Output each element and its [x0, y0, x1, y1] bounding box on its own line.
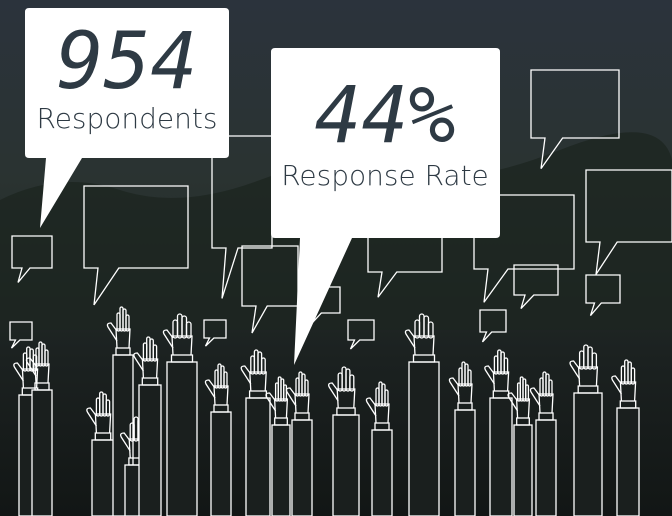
sleeve — [372, 430, 392, 516]
sleeve — [167, 362, 197, 516]
stat-value: 954 — [57, 17, 198, 107]
sleeve — [32, 390, 52, 516]
sleeve — [246, 398, 270, 516]
sleeve — [211, 412, 231, 516]
sleeve — [455, 410, 475, 516]
stat-value: 44% — [315, 71, 456, 161]
stat-label: Response Rate — [281, 159, 489, 192]
sleeve — [574, 393, 602, 516]
sleeve — [514, 425, 532, 516]
stat-label: Respondents — [37, 102, 218, 135]
sleeve — [409, 362, 439, 516]
sleeve — [92, 440, 114, 516]
page: 954 Respondents 44% Response Rate (() =>… — [0, 0, 672, 516]
sleeve — [617, 408, 639, 516]
sleeve — [490, 398, 512, 516]
sleeve — [333, 415, 359, 516]
sleeve — [139, 385, 161, 516]
sleeve — [272, 425, 290, 516]
sleeve — [292, 420, 312, 516]
infographic: 954 Respondents 44% Response Rate — [0, 0, 672, 516]
sleeve — [536, 420, 556, 516]
